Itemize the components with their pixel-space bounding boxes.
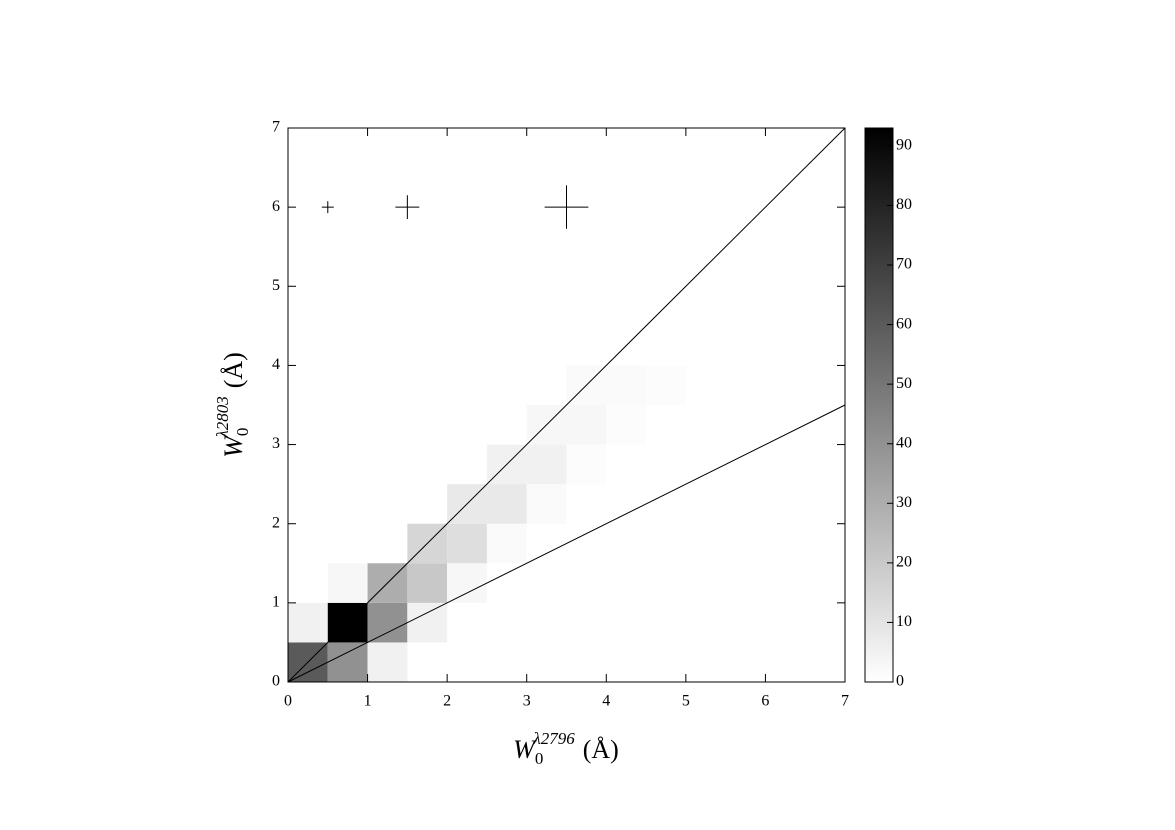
heat-cell: [407, 602, 448, 643]
y-tick-label: 5: [272, 277, 280, 294]
colorbar: [864, 127, 894, 683]
y-tick-label: 2: [272, 514, 280, 531]
x-tick-label: 3: [523, 693, 531, 710]
colorbar-tick-label: 60: [896, 315, 912, 332]
heat-cell: [566, 444, 607, 485]
heat-cell: [486, 523, 527, 564]
heat-cell: [526, 484, 567, 524]
y-tick-label: 7: [272, 119, 280, 136]
heat-cell: [447, 563, 487, 603]
plot-frame: [287, 127, 846, 683]
y-tick-label: 0: [272, 673, 280, 690]
y-tick-label: 6: [272, 198, 280, 215]
colorbar-tick-label: 50: [896, 375, 912, 392]
heat-cell: [566, 405, 607, 445]
y-tick-label: 3: [272, 435, 280, 452]
colorbar-tick-label: 20: [896, 554, 912, 571]
x-tick-label: 0: [284, 693, 292, 710]
y-tick-label: 4: [272, 356, 280, 373]
colorbar-tick-label: 0: [896, 673, 904, 690]
heat-cell: [288, 602, 328, 643]
heat-cell: [367, 602, 408, 643]
colorbar-tick-label: 70: [896, 256, 912, 273]
y-axis-label: W0λ2803(Å): [213, 352, 252, 458]
colorbar-tick-label: 10: [896, 613, 912, 630]
colorbar-tick-label: 30: [896, 494, 912, 511]
x-axis-label: W0λ2796 (Å): [513, 729, 619, 768]
reference-line: [287, 404, 846, 683]
x-tick-label: 4: [602, 693, 610, 710]
heat-cell: [526, 444, 567, 485]
heat-cell: [327, 563, 368, 603]
x-tick-label: 7: [841, 693, 849, 710]
heat-cell: [606, 405, 647, 445]
x-tick-label: 5: [682, 693, 690, 710]
colorbar-tick-label: 40: [896, 434, 912, 451]
heat-cell: [447, 523, 487, 564]
colorbar-tick-label: 90: [896, 137, 912, 154]
heat-cell: [407, 563, 448, 603]
colorbar-tick-label: 80: [896, 196, 912, 213]
x-tick-label: 2: [443, 693, 451, 710]
x-tick-label: 6: [761, 693, 769, 710]
heat-cell: [646, 365, 686, 405]
heat-cell: [327, 642, 368, 682]
heat-cell: [367, 642, 408, 682]
reference-line: [287, 127, 846, 683]
heat-cell: [606, 365, 647, 405]
x-tick-label: 1: [364, 693, 372, 710]
y-tick-label: 1: [272, 594, 280, 611]
heat-cell: [486, 484, 527, 524]
